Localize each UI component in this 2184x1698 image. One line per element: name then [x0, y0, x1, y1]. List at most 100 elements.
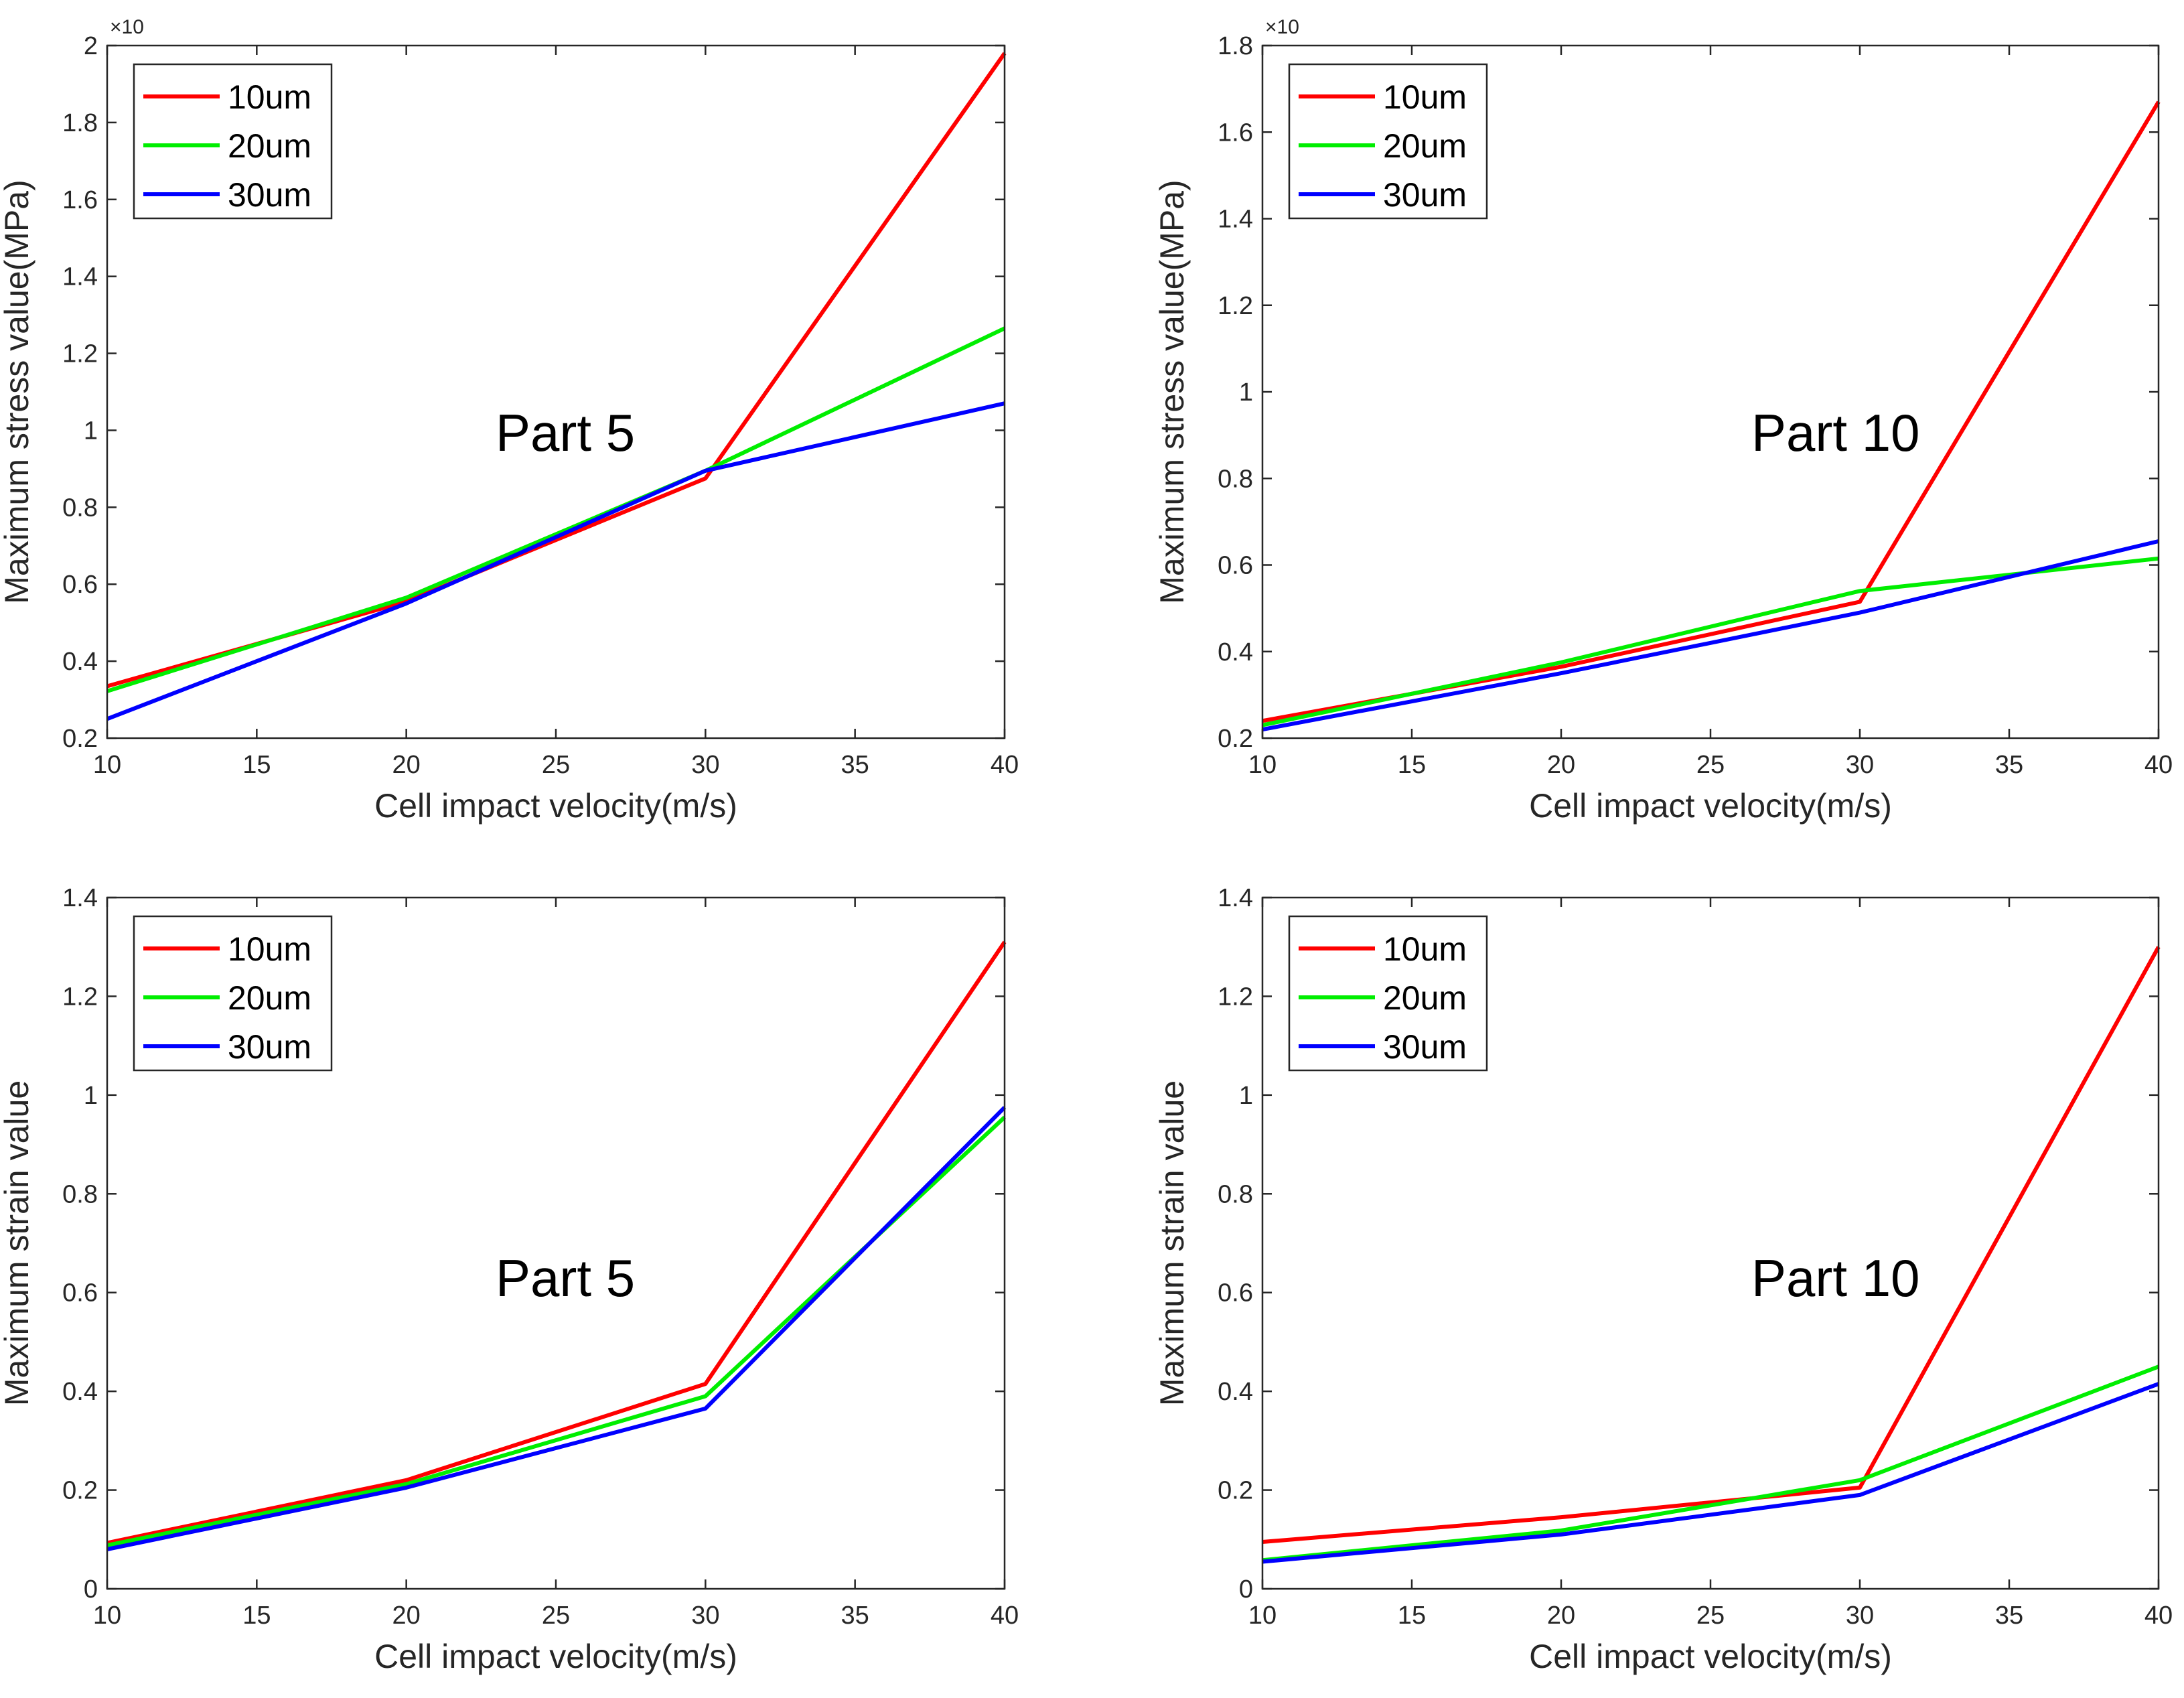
chart-panel-bottom-right: 10 15 20 25 30 35 40 0 0.2 0.4 0.6 0.8 1 1.2 1.4 Cell i…: [1153, 884, 2173, 1675]
y-tick-label: 0: [1239, 1575, 1253, 1604]
x-tick-label: 10: [93, 751, 121, 779]
legend-label: 10um: [1383, 78, 1467, 116]
y-tick-label: 1: [84, 417, 98, 445]
x-tick-label: 10: [1248, 751, 1277, 779]
legend-label: 10um: [228, 930, 311, 968]
legend-label: 20um: [228, 979, 311, 1017]
y-exponent-label: ×10: [1265, 16, 1299, 38]
y-tick-label: 1.6: [1218, 119, 1253, 147]
y-tick-label: 1.8: [62, 109, 98, 137]
x-tick-label: 30: [1846, 751, 1874, 779]
y-tick-label: 1: [1239, 378, 1253, 407]
x-tick-label: 40: [2144, 751, 2173, 779]
x-tick-label: 30: [691, 751, 719, 779]
x-tick-label: 15: [1398, 1602, 1426, 1630]
series-line-10um: [106, 940, 1007, 1545]
x-tick-label: 20: [1547, 1602, 1575, 1630]
legend-label: 30um: [228, 1028, 311, 1066]
x-tick-label: 25: [1696, 751, 1725, 779]
y-tick-label: 1: [84, 1082, 98, 1110]
x-tick-label: 25: [1696, 1602, 1725, 1630]
y-tick-label: 0.4: [62, 1378, 98, 1406]
y-tick-label: 1.4: [62, 884, 98, 912]
y-tick-label: 1.8: [1218, 32, 1253, 60]
y-tick-label: 0.8: [1218, 465, 1253, 493]
y-tick-label: 1.4: [62, 263, 98, 291]
y-tick-label: 0.6: [1218, 552, 1253, 580]
legend: 10um 20um 30um: [133, 63, 333, 220]
y-tick-label: 0.4: [1218, 638, 1253, 666]
x-tick-label: 15: [1398, 751, 1426, 779]
legend-label: 20um: [1383, 127, 1467, 165]
x-tick-label: 20: [392, 1602, 421, 1630]
annotation-label: Part 5: [496, 1249, 635, 1307]
y-axis-label: Maximum stress value(MPa): [1153, 180, 1191, 604]
y-tick-label: 1.2: [62, 340, 98, 368]
legend-label: 10um: [1383, 930, 1467, 968]
x-tick-label: 35: [1995, 1602, 2023, 1630]
y-tick-label: 0.8: [62, 494, 98, 522]
y-tick-label: 0.4: [62, 648, 98, 676]
y-tick-label: 1: [1239, 1082, 1253, 1110]
x-axis-label: Cell impact velocity(m/s): [374, 1638, 737, 1675]
legend-label: 30um: [1383, 1028, 1467, 1066]
y-tick-label: 2: [84, 32, 98, 60]
legend: 10um 20um 30um: [1288, 915, 1488, 1072]
legend: 10um 20um 30um: [133, 915, 333, 1072]
y-tick-label: 0.6: [62, 1279, 98, 1307]
y-axis-label: Maximum stress value(MPa): [0, 180, 35, 604]
legend-label: 30um: [1383, 176, 1467, 214]
x-tick-label: 25: [542, 751, 570, 779]
annotation-label: Part 10: [1751, 1249, 1919, 1307]
x-tick-label: 10: [93, 1602, 121, 1630]
x-tick-label: 35: [841, 1602, 869, 1630]
y-tick-label: 0.8: [1218, 1180, 1253, 1208]
x-axis-label: Cell impact velocity(m/s): [1529, 787, 1892, 825]
chart-panel-top-left: 10 15 20 25 30 35 40 0.2 0.4 0.6 0.8 1 1.2 1.4 1.6 1.8 2…: [0, 16, 1019, 825]
x-tick-label: 10: [1248, 1602, 1277, 1630]
x-tick-label: 35: [841, 751, 869, 779]
x-tick-label: 15: [242, 1602, 271, 1630]
x-tick-label: 25: [542, 1602, 570, 1630]
legend-label: 30um: [228, 176, 311, 214]
y-tick-label: 0.2: [62, 725, 98, 753]
series-line-30um: [106, 1106, 1007, 1551]
x-tick-label: 40: [991, 1602, 1019, 1630]
x-tick-label: 30: [1846, 1602, 1874, 1630]
x-tick-label: 35: [1995, 751, 2023, 779]
series-line-10um: [1262, 946, 2161, 1544]
series-line-30um: [1262, 1382, 2160, 1564]
y-tick-label: 0.6: [62, 571, 98, 599]
annotation-label: Part 10: [1751, 403, 1919, 462]
x-tick-label: 20: [392, 751, 421, 779]
series-line-20um: [1262, 1364, 2160, 1563]
y-exponent-label: ×10: [110, 16, 144, 38]
legend-label: 20um: [1383, 979, 1467, 1017]
chart-panel-top-right: 10 15 20 25 30 35 40 0.2 0.4 0.6 0.8 1 1.2 1.4 1.6 1.8 ×…: [1153, 16, 2173, 825]
legend: 10um 20um 30um: [1288, 63, 1488, 220]
y-tick-label: 0.8: [62, 1180, 98, 1208]
y-tick-label: 1.4: [1218, 884, 1253, 912]
x-tick-label: 40: [2144, 1602, 2173, 1630]
y-tick-label: 1.6: [62, 186, 98, 214]
y-tick-label: 0: [84, 1575, 98, 1604]
x-tick-label: 20: [1547, 751, 1575, 779]
y-tick-label: 1.2: [62, 983, 98, 1011]
legend-label: 20um: [228, 127, 311, 165]
x-axis-label: Cell impact velocity(m/s): [374, 787, 737, 825]
y-tick-label: 1.4: [1218, 206, 1253, 234]
y-tick-label: 0.6: [1218, 1279, 1253, 1307]
x-tick-label: 40: [991, 751, 1019, 779]
y-tick-label: 0.2: [1218, 725, 1253, 753]
annotation-label: Part 5: [496, 403, 635, 462]
legend-label: 10um: [228, 78, 311, 116]
x-axis-label: Cell impact velocity(m/s): [1529, 1638, 1892, 1675]
y-tick-label: 0.4: [1218, 1378, 1253, 1406]
y-tick-label: 0.2: [62, 1477, 98, 1505]
series-line-20um: [106, 326, 1006, 693]
y-tick-label: 1.2: [1218, 292, 1253, 320]
y-tick-label: 1.2: [1218, 983, 1253, 1011]
chart-panel-bottom-left: 10 15 20 25 30 35 40 0 0.2 0.4 0.6 0.8 1 1.2 1.4 Cell i…: [0, 884, 1019, 1675]
y-axis-label: Maximum strain value: [0, 1080, 35, 1406]
